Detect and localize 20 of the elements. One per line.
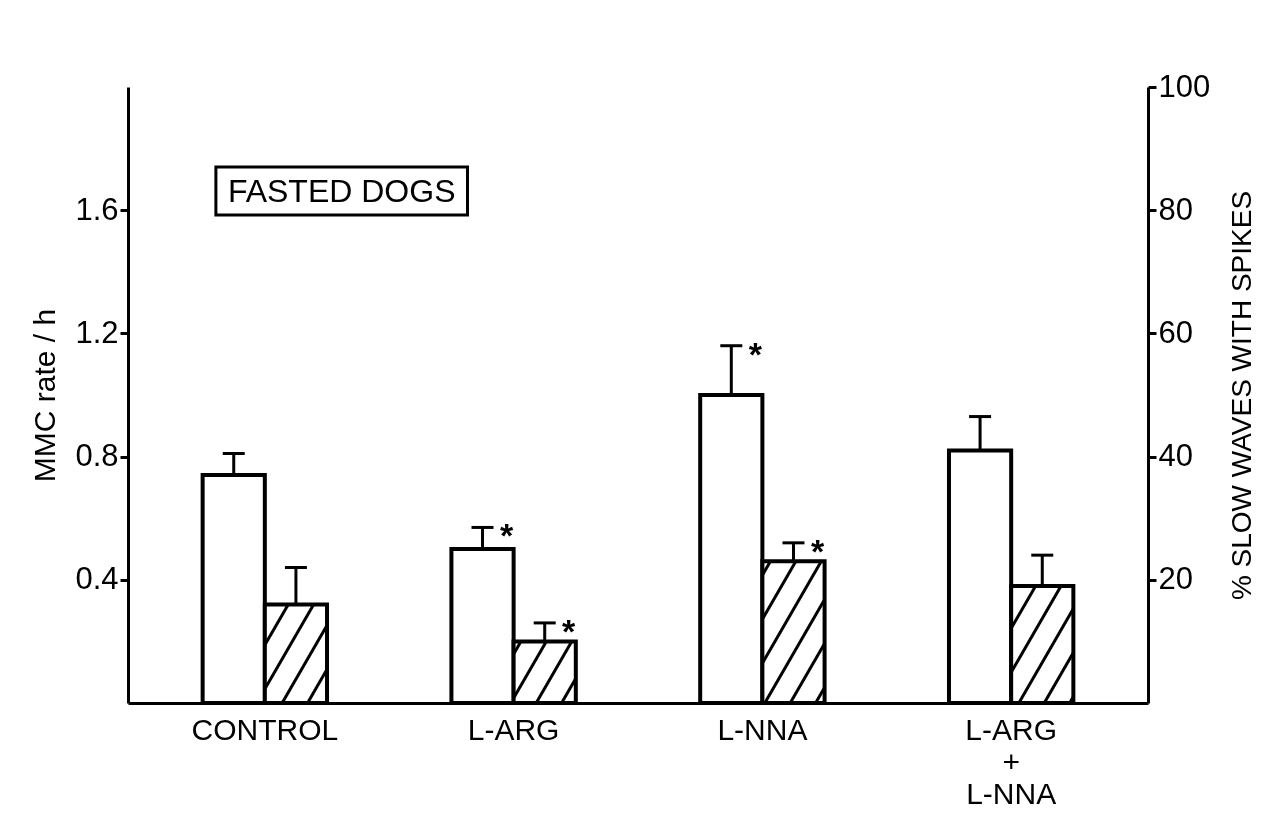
y-tick-label: 0.4 [75, 561, 119, 597]
x-tick-label: L-ARG [467, 712, 560, 746]
data-label: * [810, 531, 825, 570]
y2-tick-label: 80 [1158, 191, 1193, 227]
y2-tick-label: 100 [1158, 68, 1211, 104]
text: FASTED DOGS [227, 173, 456, 209]
y-tick-label: 1.6 [75, 191, 119, 227]
y2-axis-title: % SLOW WAVES WITH SPIKES [1225, 190, 1257, 601]
y-tick-label: 0.8 [75, 438, 119, 474]
data-label: * [562, 611, 577, 650]
data-label: * [748, 334, 763, 373]
x-tick-label: CONTROL [191, 712, 339, 746]
y2-tick-label: 20 [1158, 561, 1193, 597]
data-label: * [499, 516, 514, 555]
y2-tick-label: 60 [1158, 314, 1193, 350]
x-tick-label: L-NNA [717, 712, 808, 746]
y2-tick-label: 40 [1158, 438, 1193, 474]
x-tick-label: L-ARG + L-NNA [965, 712, 1058, 810]
y-axis-title: MMC rate / h [28, 308, 62, 483]
y-tick-label: 1.2 [75, 314, 119, 350]
